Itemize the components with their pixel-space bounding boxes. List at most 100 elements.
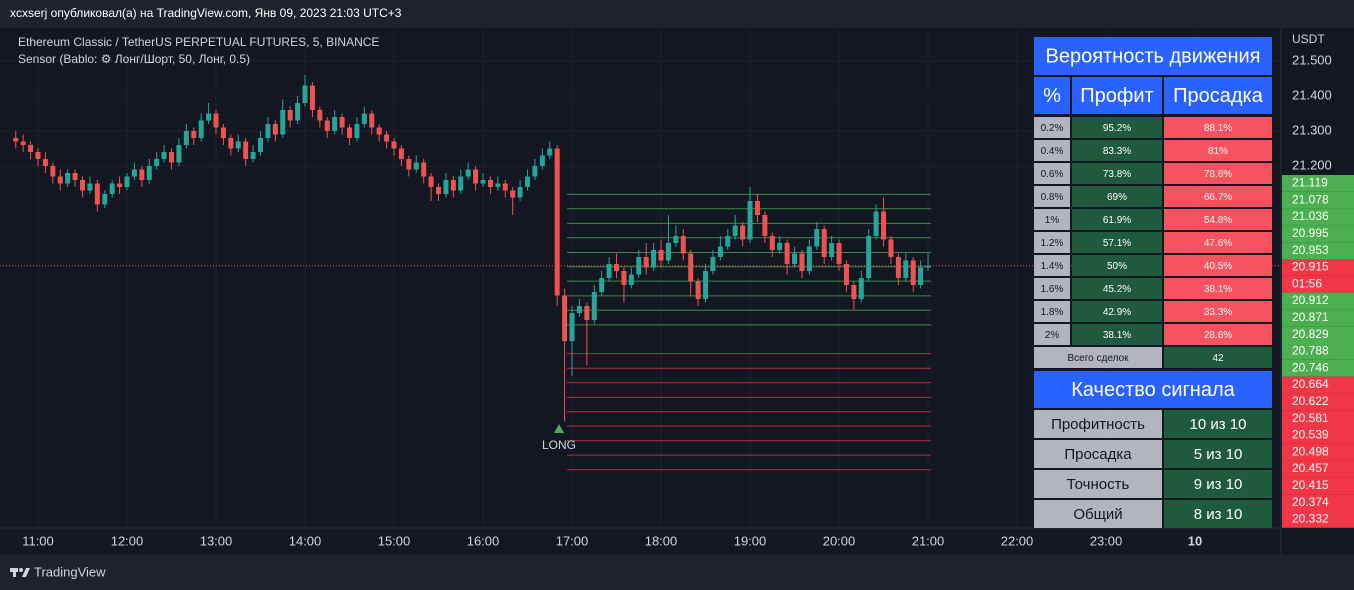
price-label: 20.374 [1292, 495, 1329, 509]
price-label-bg [1282, 359, 1354, 377]
candle-body [421, 162, 427, 177]
candle-body [806, 246, 812, 271]
candle-body [198, 120, 204, 138]
candle-body [287, 110, 293, 121]
candle-body [458, 176, 464, 191]
candle-body [740, 225, 746, 240]
table-cell: 50% [1107, 261, 1127, 272]
candle-body [725, 236, 731, 247]
candle-body [354, 124, 360, 138]
price-label: 20.664 [1292, 377, 1329, 391]
candle-body [332, 117, 338, 131]
candle-body [102, 194, 108, 205]
table-cell-bg [1072, 209, 1162, 230]
candle-body [35, 152, 41, 159]
table-cell: 81% [1208, 146, 1228, 157]
quality-value-bg [1164, 470, 1272, 498]
table-cell: 1% [1045, 215, 1060, 226]
candle-body [117, 183, 123, 187]
table-cell-bg [1164, 324, 1272, 345]
candle-body [792, 253, 798, 264]
time-label: 13:00 [200, 533, 233, 548]
candle-body [376, 127, 382, 135]
time-label: 14:00 [289, 533, 322, 548]
price-label-bg [1282, 477, 1354, 495]
quality-value: 10 из 10 [1190, 416, 1247, 433]
table-header: Профит [1080, 85, 1153, 107]
table-cell-bg [1164, 301, 1272, 322]
candle-body [72, 173, 78, 180]
price-label: 20.415 [1292, 478, 1329, 492]
candle-body [280, 110, 286, 135]
price-label: 21.036 [1292, 209, 1329, 223]
candle-body [754, 201, 760, 215]
time-label: 21:00 [912, 533, 945, 548]
table-cell: 1.6% [1041, 284, 1064, 295]
price-label-bg [1282, 175, 1354, 192]
price-label-bg [1282, 343, 1354, 360]
table-cell-bg [1164, 163, 1272, 184]
quality-label: Просадка [1064, 446, 1132, 463]
price-label-bg [1282, 208, 1354, 226]
candle-body [124, 176, 130, 187]
candle-body [502, 183, 508, 191]
table-header: % [1043, 85, 1061, 107]
table-title: Вероятность движения [1045, 45, 1260, 67]
candle-body [131, 169, 137, 177]
time-label: 20:00 [823, 533, 856, 548]
candle-body [265, 124, 271, 138]
time-label: 19:00 [734, 533, 767, 548]
footer-bar [0, 555, 1354, 590]
candle-body [621, 271, 627, 285]
candle-body [309, 85, 315, 110]
price-label-bg [1282, 326, 1354, 343]
table-cell: 33.3% [1204, 307, 1232, 318]
price-label-bg [1282, 410, 1354, 427]
table-cell-bg [1164, 255, 1272, 276]
candle-body [843, 264, 849, 285]
table-cell-bg [1072, 301, 1162, 322]
price-label-bg [1282, 259, 1354, 276]
candle-body [250, 152, 256, 159]
candle-body [895, 257, 901, 278]
candle-body [710, 257, 716, 271]
candle-body [361, 113, 367, 124]
table-cell-bg [1072, 117, 1162, 138]
candle-body [784, 243, 790, 264]
table-cell-bg [1034, 209, 1070, 230]
candle-body [57, 176, 63, 184]
table-cell: 1.8% [1041, 307, 1064, 318]
table-cell: 54.8% [1204, 215, 1232, 226]
table-cell-bg [1034, 301, 1070, 322]
table-cell-bg [1072, 255, 1162, 276]
quality-value-bg [1164, 500, 1272, 528]
quality-value: 5 из 10 [1194, 446, 1243, 463]
table-cell: 78.6% [1204, 169, 1232, 180]
table-cell: 2% [1045, 330, 1060, 341]
time-label: 12:00 [111, 533, 144, 548]
table-cell: 73.8% [1103, 169, 1131, 180]
candle-body [339, 117, 345, 128]
price-label-bg [1282, 511, 1354, 528]
candle-body [258, 138, 264, 152]
price-label: 20.995 [1292, 226, 1329, 240]
table-header-bg [1034, 77, 1070, 114]
candle-body [658, 250, 664, 261]
candle-body [391, 141, 397, 149]
candle-body [799, 253, 805, 271]
candle-body [836, 243, 842, 264]
price-label: 01:56 [1292, 276, 1322, 290]
indicator: Sensor (Bablo: ⚙ Лонг/Шорт, 50, Лонг, 0.… [18, 52, 250, 66]
candle-body [243, 141, 249, 159]
table-cell: 38.1% [1103, 330, 1131, 341]
table-cell-bg [1072, 140, 1162, 161]
candle-body [406, 159, 412, 170]
price-label: 20.498 [1292, 444, 1329, 458]
table-cell: 88.1% [1204, 123, 1232, 134]
table-cell: 40.5% [1204, 261, 1232, 272]
footer-logo [10, 568, 30, 577]
table-cell-bg [1072, 278, 1162, 299]
candle-body [866, 236, 872, 278]
candle-body [651, 250, 657, 268]
candle-body [213, 113, 219, 128]
